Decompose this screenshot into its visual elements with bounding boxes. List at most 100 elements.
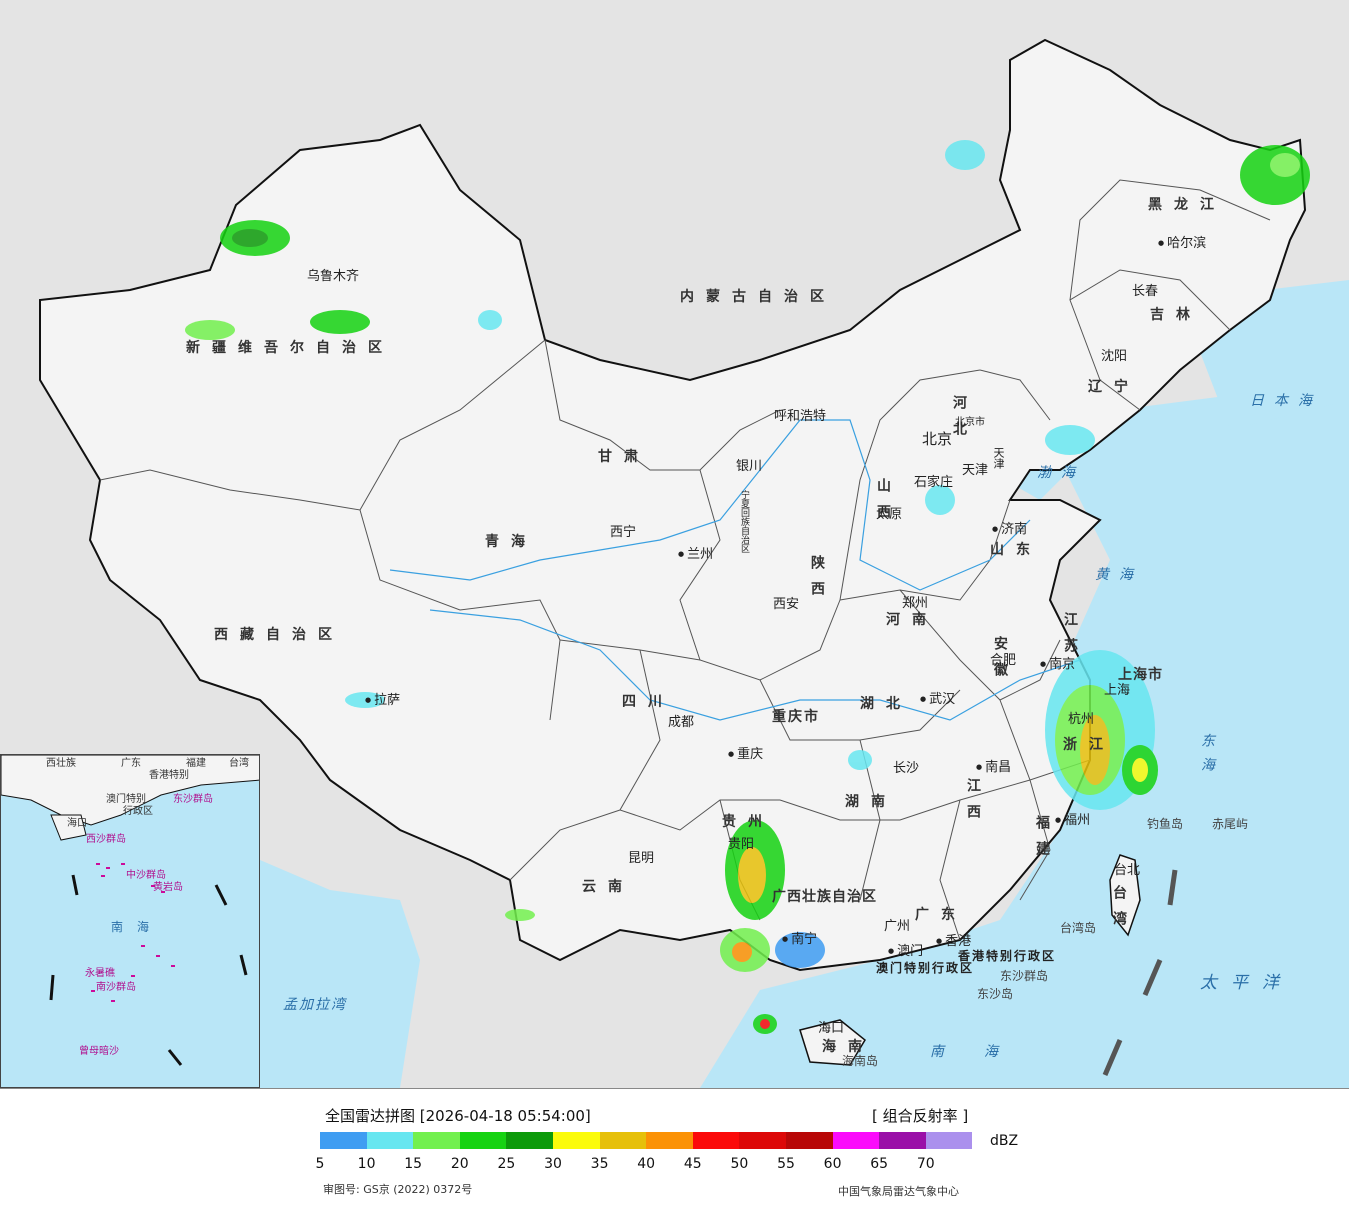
label-hainan: 海南 <box>822 1039 874 1055</box>
color-swatch <box>320 1132 367 1149</box>
label-gansu: 甘肃 <box>598 449 650 465</box>
sea-south: 南海 <box>930 1044 1038 1060</box>
label-shandong: 山东 <box>990 542 1042 558</box>
island-hainan: 海南岛 <box>842 1054 879 1068</box>
color-swatch <box>692 1132 740 1149</box>
color-scale-tick: 50 <box>730 1156 749 1172</box>
radar-map: 新疆维吾尔自治区 西藏自治区 青海 甘肃 内蒙古自治区 黑龙江 吉林 辽宁 河北… <box>0 0 1349 1089</box>
color-swatch <box>739 1132 786 1149</box>
city-shijiazhuang: 石家庄 <box>914 475 954 490</box>
label-chongqing-shi: 重庆市 <box>772 709 820 725</box>
map-canvas <box>39 38 1349 1088</box>
sea-japan: 日本海 <box>1250 393 1322 409</box>
city-shenyang: 沈阳 <box>1101 349 1128 364</box>
color-swatch <box>506 1132 553 1149</box>
color-swatch <box>785 1132 833 1149</box>
color-swatch <box>879 1132 926 1149</box>
legend-title: 全国雷达拼图 [2026-04-18 05:54:00] <box>325 1107 591 1125</box>
inset-label-huangyan: 黄岩岛 <box>153 882 183 893</box>
city-taipei: 台北 <box>1114 863 1141 878</box>
inset-canvas <box>1 755 259 1066</box>
hainan-land <box>799 1019 866 1066</box>
label-shanxi: 山西 <box>875 478 891 530</box>
label-jilin: 吉林 <box>1150 307 1202 323</box>
color-swatch <box>599 1132 647 1149</box>
city-wuhan: 武汉 <box>920 693 955 706</box>
label-xizang: 西藏自治区 <box>214 627 344 643</box>
inset-label-fujian: 福建 <box>186 758 206 769</box>
city-lhasa: 拉萨 <box>365 694 400 707</box>
city-hangzhou: 杭州 <box>1068 712 1095 727</box>
color-scale-tick: 35 <box>590 1156 609 1172</box>
radar-echoes <box>185 140 1310 1034</box>
label-jiangsu: 江苏 <box>1062 612 1078 664</box>
inset-label-zengmu: 曾母暗沙 <box>79 1046 119 1057</box>
color-scale-tick: 10 <box>357 1156 376 1172</box>
label-guangdong: 广东 <box>915 907 967 923</box>
city-nanning: 南宁 <box>782 933 817 946</box>
sea-bengal: 孟加拉湾 <box>283 997 347 1013</box>
color-swatch <box>366 1132 414 1149</box>
city-beijing: 北京 <box>922 430 953 448</box>
inset-label-guangdong: 广东 <box>121 758 141 769</box>
label-hebei: 河北 <box>951 395 967 447</box>
city-xining: 西宁 <box>610 525 637 540</box>
ocean-east <box>700 380 1349 1088</box>
product-label: [ 组合反射率 ] <box>872 1107 969 1125</box>
maritime-boundary <box>1102 869 1178 1076</box>
inset-label-macau: 澳门特别 <box>106 794 146 805</box>
inset-label-zhongsha: 中沙群岛 <box>126 870 166 881</box>
label-tianjin-shi: 天津 <box>992 447 1005 469</box>
inset-label-dongsha: 东沙群岛 <box>173 794 213 805</box>
city-shanghai: 上海 <box>1104 683 1131 698</box>
label-guizhou: 贵州 <box>722 814 774 830</box>
city-haikou: 海口 <box>818 1021 845 1036</box>
label-jiangxi: 江西 <box>965 778 981 830</box>
label-shaanxi: 陕西 <box>809 555 825 607</box>
label-yunnan: 云南 <box>582 879 634 895</box>
label-taiwan: 台湾 <box>1111 885 1127 937</box>
label-heilongjiang: 黑龙江 <box>1148 197 1226 213</box>
city-yinchuan: 银川 <box>736 459 763 474</box>
label-macau-sar: 澳门特别行政区 <box>876 961 975 975</box>
city-xian: 西安 <box>773 597 800 612</box>
city-changchun: 长春 <box>1132 284 1159 299</box>
legend-panel: 全国雷达拼图 [2026-04-18 05:54:00] [ 组合反射率 ] d… <box>0 1089 1349 1208</box>
label-shanghai-shi: 上海市 <box>1118 667 1163 683</box>
city-guangzhou: 广州 <box>884 919 911 934</box>
inset-label-guangxi: 西壮族 <box>46 758 76 769</box>
label-qinghai: 青海 <box>485 534 537 550</box>
city-chongqing: 重庆 <box>728 748 763 761</box>
island-dongsha-qundao: 东沙群岛 <box>1000 969 1049 983</box>
city-hefei: 合肥 <box>990 653 1017 668</box>
label-henan: 河南 <box>886 612 938 628</box>
color-scale-tick: 40 <box>637 1156 656 1172</box>
color-scale-tick: 15 <box>404 1156 423 1172</box>
south-china-sea-inset: 西壮族 广东 福建 台湾 香港特别 澳门特别 行政区 东沙群岛 海口 西沙群岛 … <box>0 754 260 1088</box>
city-urumqi: 乌鲁木齐 <box>307 269 360 284</box>
color-scale-tick: 5 <box>315 1156 325 1172</box>
city-nanchang: 南昌 <box>976 761 1011 774</box>
sea-pacific: 太平洋 <box>1200 973 1293 993</box>
label-xinjiang: 新疆维吾尔自治区 <box>186 340 394 356</box>
inset-label-sar: 行政区 <box>123 806 153 817</box>
color-swatch <box>832 1132 880 1149</box>
ocean-bengal <box>260 860 420 1088</box>
city-fuzhou: 福州 <box>1055 814 1090 827</box>
data-source: 中国气象局雷达气象中心 <box>838 1185 959 1198</box>
city-lanzhou: 兰州 <box>678 548 713 561</box>
color-scale-tick: 20 <box>450 1156 469 1172</box>
island-dongsha: 东沙岛 <box>977 987 1014 1001</box>
city-guiyang: 贵阳 <box>728 837 755 852</box>
sea-yellow: 黄海 <box>1095 567 1143 583</box>
color-scale-tick: 70 <box>916 1156 935 1172</box>
color-swatch <box>413 1132 460 1149</box>
map-approval-number: 审图号: GS京 (2022) 0372号 <box>323 1183 473 1196</box>
color-swatch <box>459 1132 507 1149</box>
inset-label-taiwan: 台湾 <box>229 758 249 769</box>
city-jinan: 济南 <box>992 523 1027 536</box>
color-swatch <box>925 1132 973 1149</box>
color-scale-bar <box>320 1132 973 1149</box>
city-nanjing: 南京 <box>1040 658 1075 671</box>
island-taiwan: 台湾岛 <box>1060 921 1097 935</box>
